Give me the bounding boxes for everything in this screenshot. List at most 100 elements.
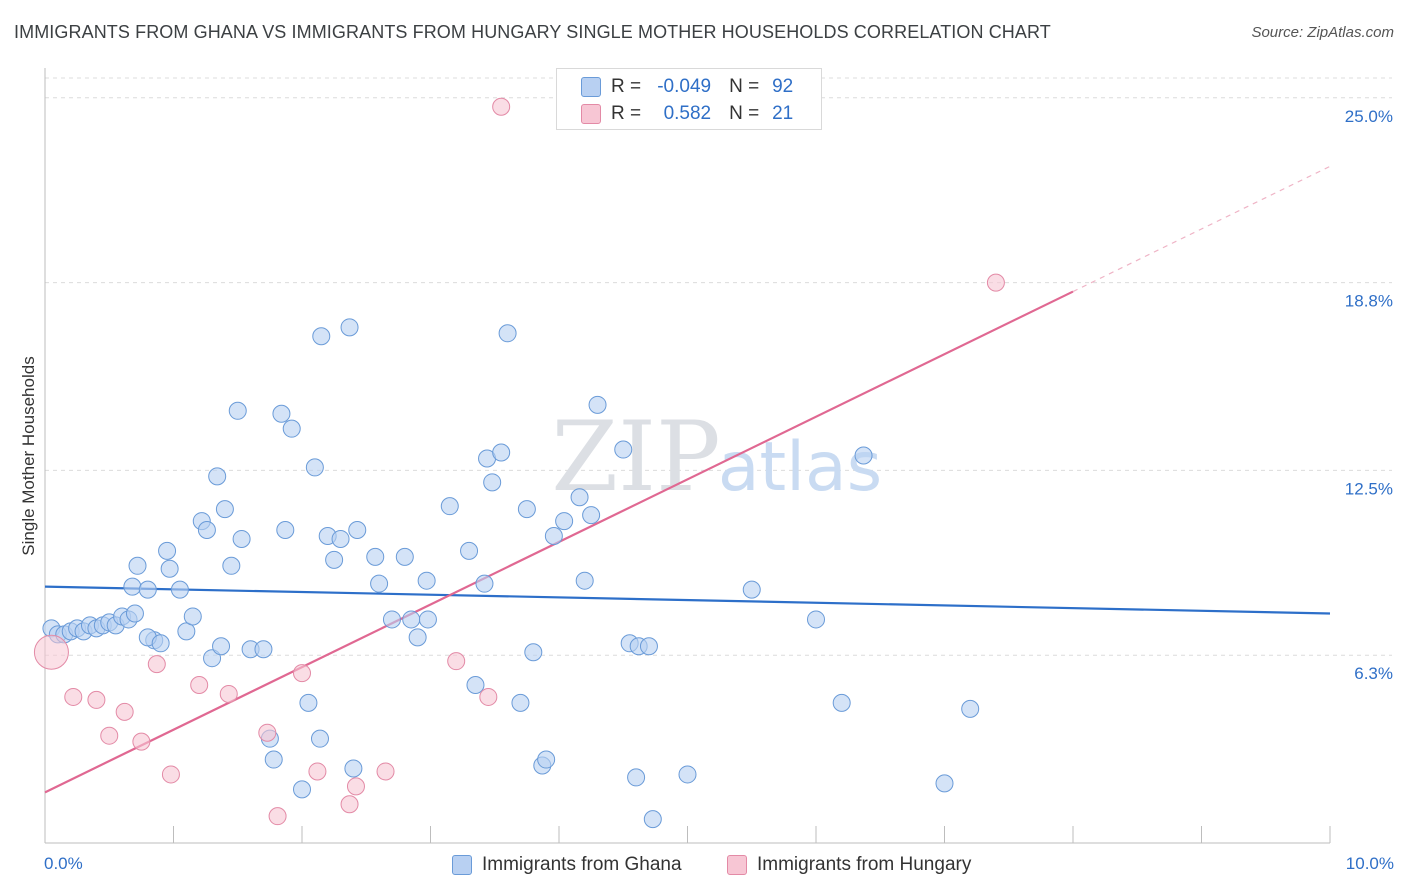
ghana-point bbox=[276, 521, 295, 540]
hungary-swatch bbox=[581, 104, 601, 124]
x-tick-label: 0.0% bbox=[44, 854, 83, 873]
y-tick-label: 6.3% bbox=[1354, 664, 1393, 683]
watermark-atlas: atlas bbox=[718, 428, 882, 507]
ghana-point bbox=[305, 458, 324, 477]
hungary-point bbox=[219, 684, 238, 703]
ghana-point bbox=[170, 580, 189, 599]
ghana-point bbox=[678, 765, 697, 784]
hungary-point bbox=[492, 97, 511, 116]
legend-row-ghana: R = -0.049 N = 92 bbox=[581, 75, 793, 99]
zipatlas-watermark: ZIP atlas bbox=[551, 401, 882, 513]
ghana-point bbox=[160, 559, 179, 578]
ghana-point bbox=[340, 318, 359, 337]
ghana-point bbox=[299, 693, 318, 712]
ghana-point bbox=[222, 556, 241, 575]
gridlines bbox=[45, 77, 1392, 656]
tick-labels: 6.3% 12.5% 18.8% 25.0% 0.0% 10.0% bbox=[44, 107, 1394, 873]
ghana-point bbox=[366, 547, 385, 566]
ghana-point bbox=[382, 610, 401, 629]
ghana-point bbox=[228, 401, 247, 420]
ghana-point bbox=[272, 404, 291, 423]
ghana-point bbox=[614, 440, 633, 459]
bottom-hungary-swatch bbox=[727, 855, 747, 875]
hungary-point bbox=[258, 723, 277, 742]
bottom-ghana-swatch bbox=[452, 855, 472, 875]
hungary-n-value: 21 bbox=[772, 103, 794, 124]
ghana-point bbox=[264, 750, 283, 769]
legend-row-hungary: R = 0.582 N = 21 bbox=[581, 102, 793, 126]
ghana-point bbox=[460, 541, 479, 560]
ghana-point bbox=[832, 693, 851, 712]
ghana-point bbox=[312, 327, 331, 346]
hungary-point bbox=[100, 726, 119, 745]
ghana-point bbox=[208, 467, 227, 486]
ghana-point bbox=[370, 574, 389, 593]
bottom-hungary-label: Immigrants from Hungary bbox=[757, 854, 972, 875]
bottom-ghana-label: Immigrants from Ghana bbox=[482, 854, 682, 875]
hungary-point bbox=[479, 687, 498, 706]
ghana-point bbox=[742, 580, 761, 599]
ghana-point bbox=[961, 699, 980, 718]
ghana-point bbox=[807, 610, 825, 629]
ghana-point bbox=[466, 676, 485, 695]
source-label: Source: ZipAtlas.com bbox=[1251, 24, 1394, 41]
y-tick-label: 18.8% bbox=[1345, 292, 1393, 311]
ghana-point bbox=[498, 324, 517, 343]
hungary-point bbox=[147, 655, 166, 674]
ghana-point bbox=[575, 571, 594, 590]
ghana-point bbox=[537, 750, 556, 769]
ghana-r-value: -0.049 bbox=[657, 76, 712, 97]
bottom-legend-ghana: Immigrants from Ghana bbox=[452, 852, 682, 878]
ghana-point bbox=[325, 550, 344, 569]
hungary-point bbox=[33, 634, 69, 670]
hungary-point bbox=[986, 273, 1005, 292]
ghana-point bbox=[203, 649, 222, 668]
ghana-point bbox=[331, 529, 350, 548]
hungary-n-label: N = bbox=[729, 103, 760, 124]
ghana-point bbox=[215, 500, 234, 519]
ghana-point bbox=[588, 395, 607, 414]
x-tick-label: 10.0% bbox=[1346, 854, 1394, 873]
bottom-legend-hungary: Immigrants from Hungary bbox=[727, 852, 971, 878]
hungary-point bbox=[161, 765, 180, 784]
hungary-point bbox=[115, 702, 134, 721]
ghana-point bbox=[197, 521, 216, 540]
ghana-point bbox=[151, 634, 170, 653]
hungary-point bbox=[268, 807, 287, 826]
hungary-point bbox=[87, 690, 106, 709]
ghana-swatch bbox=[581, 77, 601, 97]
ghana-point bbox=[402, 610, 421, 629]
ghana-point bbox=[582, 506, 601, 525]
ghana-r-label: R = bbox=[611, 76, 642, 97]
hungary-point bbox=[447, 652, 466, 671]
ghana-point bbox=[183, 607, 202, 626]
hungary-point bbox=[190, 676, 209, 695]
y-tick-label: 12.5% bbox=[1345, 479, 1393, 498]
ghana-point bbox=[344, 759, 363, 778]
ghana-point bbox=[282, 419, 301, 438]
data-points bbox=[33, 97, 1005, 829]
ghana-point bbox=[440, 497, 459, 516]
ghana-n-label: N = bbox=[729, 76, 760, 97]
hungary-r-label: R = bbox=[611, 103, 642, 124]
ghana-point bbox=[854, 446, 873, 465]
ghana-point bbox=[627, 768, 646, 787]
hungary-point bbox=[293, 664, 311, 683]
ghana-point bbox=[408, 628, 427, 647]
ghana-point bbox=[310, 729, 329, 748]
ghana-point bbox=[395, 547, 414, 566]
ghana-point bbox=[935, 774, 954, 793]
ghana-point bbox=[418, 610, 437, 629]
ghana-point bbox=[517, 500, 536, 519]
ghana-point bbox=[639, 637, 658, 656]
axes bbox=[44, 68, 1331, 844]
ghana-point bbox=[417, 571, 436, 590]
hungary-point bbox=[132, 732, 151, 751]
ghana-point bbox=[138, 580, 157, 599]
ghana-point bbox=[212, 637, 231, 656]
ghana-point bbox=[544, 526, 563, 545]
hungary-point bbox=[340, 795, 359, 814]
hungary-point bbox=[64, 687, 83, 706]
ghana-point bbox=[232, 529, 251, 548]
